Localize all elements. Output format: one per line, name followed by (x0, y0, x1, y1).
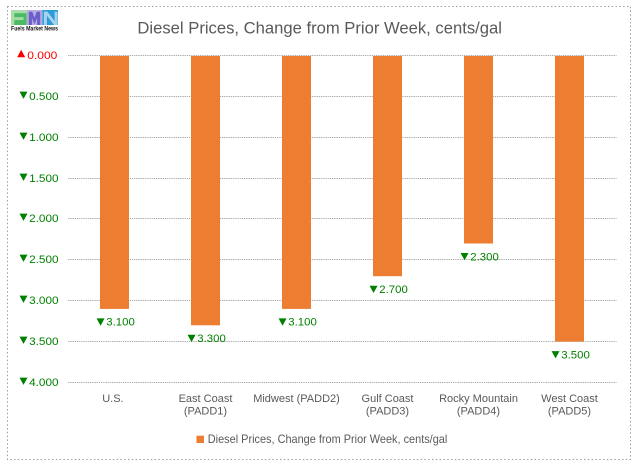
svg-text:0.000: 0.000 (27, 50, 57, 62)
svg-text:(PADD5): (PADD5) (548, 406, 591, 418)
svg-text:2.700: 2.700 (379, 284, 408, 296)
svg-text:Fuels Market News: Fuels Market News (11, 26, 58, 33)
svg-text:3.300: 3.300 (197, 333, 226, 345)
svg-text:U.S.: U.S. (102, 393, 123, 405)
svg-text:(PADD4): (PADD4) (457, 406, 500, 418)
svg-text:Diesel Prices, Change from Pri: Diesel Prices, Change from Prior Week, c… (208, 433, 447, 446)
svg-text:Diesel Prices, Change from Pri: Diesel Prices, Change from Prior Week, c… (137, 19, 502, 37)
svg-text:0.500: 0.500 (29, 91, 59, 103)
svg-text:3.100: 3.100 (106, 317, 135, 329)
svg-text:East Coast: East Coast (179, 393, 233, 405)
svg-text:1.500: 1.500 (29, 173, 59, 185)
svg-text:Rocky Mountain: Rocky Mountain (439, 393, 518, 405)
svg-text:4.000: 4.000 (29, 377, 59, 389)
svg-text:Gulf Coast: Gulf Coast (362, 393, 414, 405)
svg-text:(PADD1): (PADD1) (184, 406, 227, 418)
svg-text:3.500: 3.500 (29, 336, 59, 348)
svg-text:3.100: 3.100 (288, 317, 317, 329)
svg-text:3.000: 3.000 (29, 295, 59, 307)
svg-text:2.300: 2.300 (470, 251, 499, 263)
svg-text:(PADD3): (PADD3) (366, 406, 409, 418)
svg-text:1.000: 1.000 (29, 132, 59, 144)
svg-text:3.500: 3.500 (561, 349, 590, 361)
svg-text:Midwest (PADD2): Midwest (PADD2) (253, 393, 340, 405)
svg-text:2.500: 2.500 (29, 254, 59, 266)
svg-text:West Coast: West Coast (541, 393, 598, 405)
svg-text:2.000: 2.000 (29, 213, 59, 225)
